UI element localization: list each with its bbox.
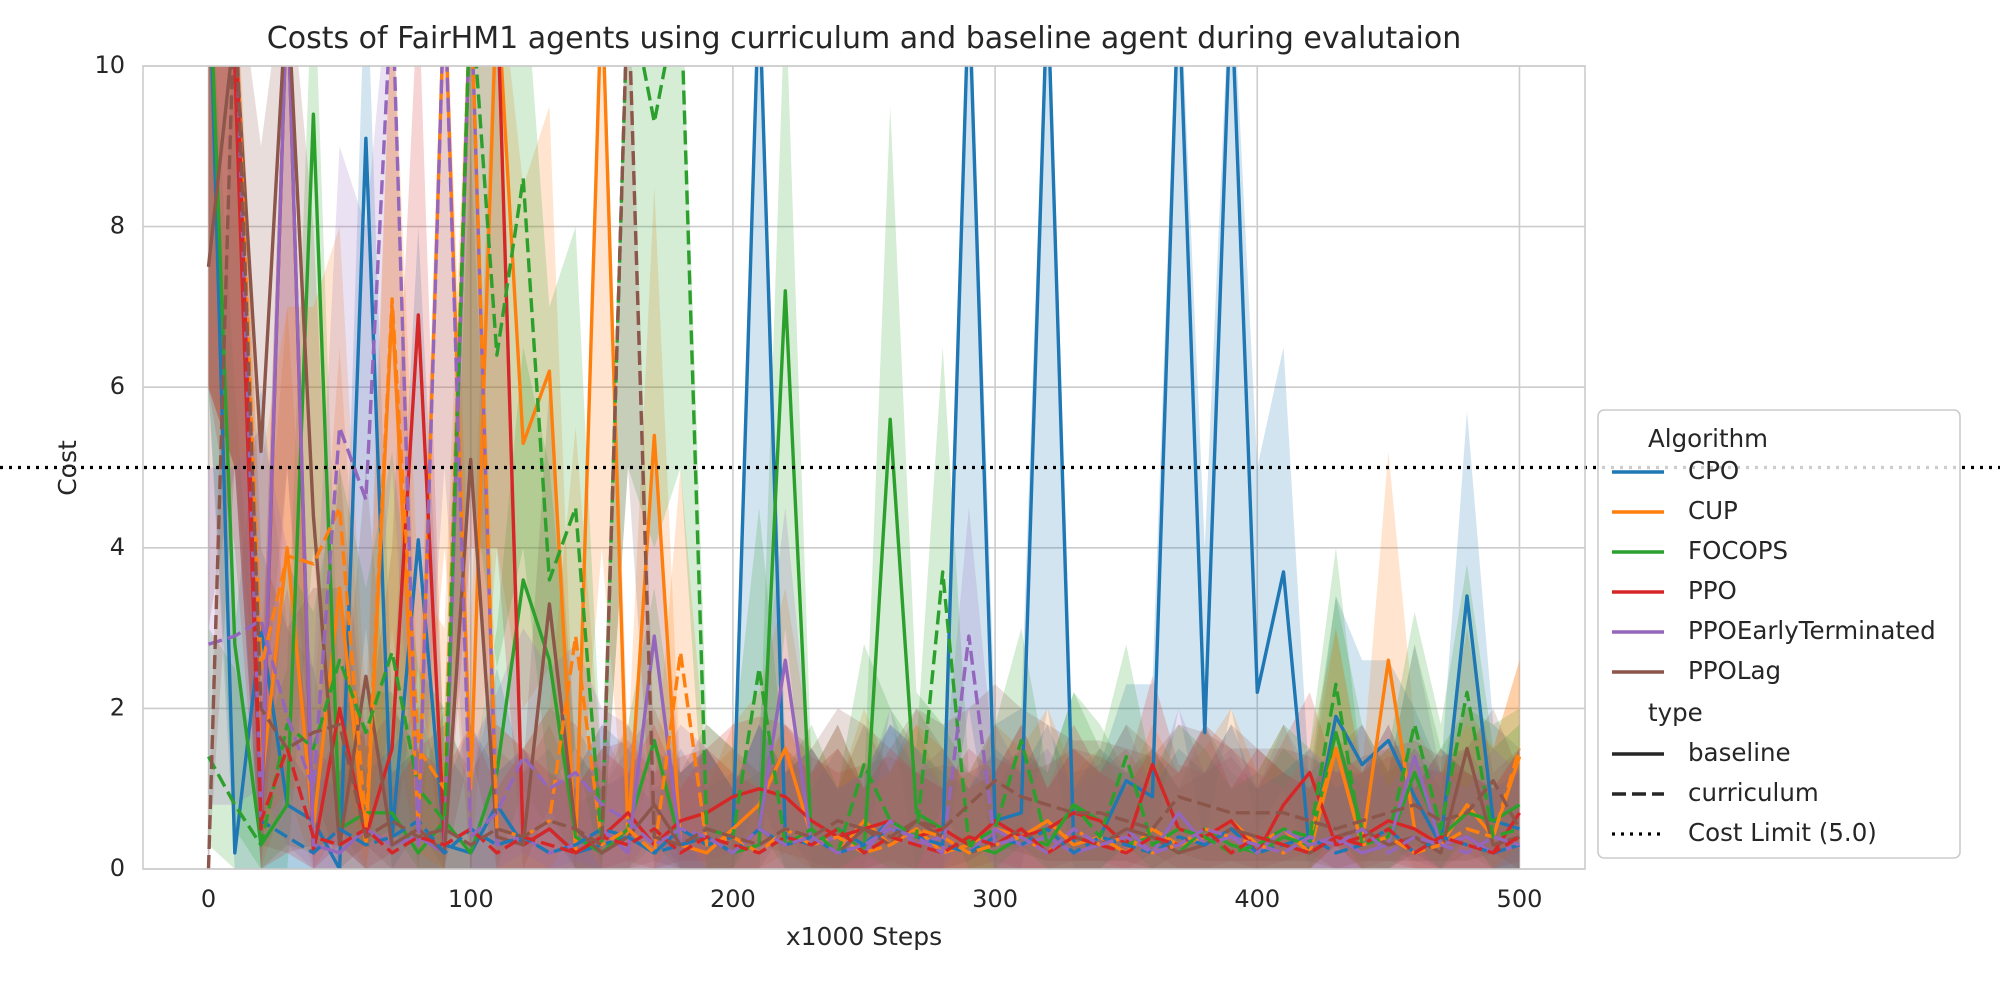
band-ppoearlyterminated-curriculum [208,66,1520,869]
x-tick-label-400: 400 [1234,885,1280,913]
legend-item-ppolag: PPOLag [1688,656,1781,685]
x-tick-label-0: 0 [201,885,216,913]
legend-type-title: type [1648,698,1703,727]
band-focops-curriculum [208,66,1520,869]
line-focops-curriculum [207,66,1520,855]
legend-cost-limit-label: Cost Limit (5.0) [1688,818,1877,847]
tick-labels: 0 100 200 300 400 500 0 2 4 6 8 10 [94,51,1542,913]
line-ppolag-curriculum [206,66,1521,869]
x-tick-label-100: 100 [448,885,494,913]
x-tick-label-200: 200 [710,885,756,913]
series-lines [206,66,1522,869]
legend: Algorithm type Cost Limit (5.0) CPO CUP FO… [1597,409,1961,859]
band-cpo-baseline [208,66,1520,869]
legend-item-cup: CUP [1688,496,1738,525]
legend-item-focops: FOCOPS [1688,536,1788,565]
legend-box [1597,409,1961,859]
line-cpo-curriculum [235,66,1520,855]
legend-item-ppo: PPO [1688,576,1737,605]
legend-item-curriculum: curriculum [1688,778,1819,807]
y-tick-label-8: 8 [110,212,125,240]
chart-title: Costs of FairHM1 agents using curriculum… [267,21,1461,56]
line-cup-curriculum [236,66,1522,855]
y-axis-label: Cost [53,440,82,496]
y-tick-label-4: 4 [110,533,125,561]
band-ppolag-baseline [208,66,1520,869]
legend-item-cpo: CPO [1688,456,1739,485]
legend-algorithm-title: Algorithm [1648,424,1768,453]
x-tick-label-500: 500 [1497,885,1543,913]
band-cup-baseline [208,66,1520,869]
line-ppo-curriculum [235,66,1521,855]
y-tick-label-2: 2 [110,693,125,721]
y-tick-label-10: 10 [94,51,125,79]
y-tick-label-6: 6 [110,372,125,400]
legend-item-ppoearlyterminated: PPOEarlyTerminated [1688,616,1936,645]
plot-frame [142,65,1586,870]
x-tick-label-300: 300 [972,885,1018,913]
y-tick-label-0: 0 [110,854,125,882]
band-focops-baseline [208,66,1520,869]
legend-item-baseline: baseline [1688,738,1791,767]
x-axis-label: x1000 Steps [786,922,942,951]
